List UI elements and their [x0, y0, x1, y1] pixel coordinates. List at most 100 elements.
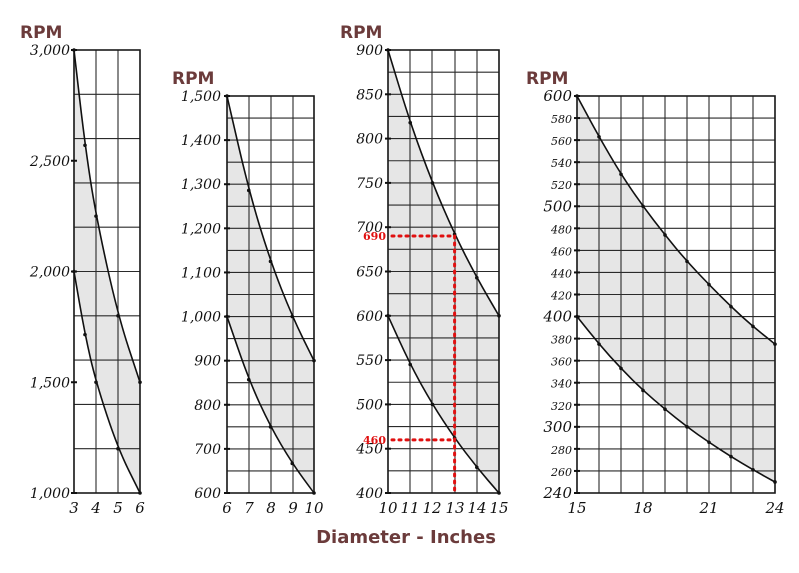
data-point [707, 440, 711, 445]
y-tick-label: 2,000 [29, 265, 70, 281]
x-tick-label: 6 [135, 499, 145, 517]
data-point [408, 120, 413, 125]
x-tick-label: 11 [400, 499, 419, 517]
x-tick-label: 3 [69, 499, 79, 517]
y-tick-label: 280 [550, 444, 572, 457]
y-axis-title: RPM [172, 69, 214, 89]
data-point [497, 314, 501, 318]
data-point [751, 324, 755, 329]
x-tick-label: 10 [304, 499, 324, 517]
data-point [773, 342, 777, 346]
x-tick-label: 24 [764, 499, 784, 517]
x-tick-label: 14 [467, 499, 486, 517]
data-point [430, 181, 435, 185]
x-tick-label: 15 [489, 499, 508, 517]
y-tick-label: 1,100 [181, 265, 221, 281]
y-tick-label: 800 [356, 132, 383, 148]
data-point [94, 380, 98, 385]
y-tick-label: 900 [356, 43, 383, 59]
x-tick-label: 18 [633, 499, 652, 517]
data-point [707, 282, 711, 287]
rpm-annotation-label: 460 [363, 434, 386, 447]
x-tick-label: 9 [288, 499, 298, 517]
data-point [685, 425, 689, 429]
max-rpm-curve [576, 95, 776, 345]
y-tick-label: 560 [551, 135, 572, 148]
y-tick-label: 800 [194, 398, 221, 414]
max-rpm-curve [226, 95, 315, 362]
data-point [729, 454, 733, 459]
y-tick-label: 2,500 [29, 154, 70, 170]
y-tick-label: 700 [194, 442, 221, 458]
data-point [597, 135, 601, 139]
x-tick-label: 8 [266, 499, 276, 517]
y-tick-label: 480 [550, 223, 572, 236]
y-tick-label: 340 [551, 378, 572, 391]
data-point [290, 314, 295, 319]
y-tick-label: 240 [542, 484, 572, 502]
max-rpm-curve [387, 49, 500, 317]
y-tick-label: 1,300 [181, 177, 221, 193]
x-axis-title: Diameter - Inches [316, 527, 496, 548]
x-tick-label: 12 [422, 499, 441, 517]
y-tick-label: 400 [542, 308, 572, 326]
data-point [94, 214, 98, 218]
x-tick-label: 21 [698, 499, 718, 517]
data-point [116, 446, 120, 451]
data-point [268, 259, 273, 264]
y-tick-label: 1,200 [181, 221, 221, 237]
min-rpm-curve [73, 271, 141, 494]
x-tick-label: 6 [222, 499, 232, 517]
y-tick-label: 520 [551, 179, 572, 192]
min-rpm-curve [576, 316, 776, 483]
x-tick-label: 10 [378, 499, 398, 517]
data-point [619, 366, 623, 371]
y-tick-label: 600 [356, 309, 383, 325]
y-axis-title: RPM [526, 69, 568, 89]
data-point [751, 468, 755, 472]
y-tick-label: 450 [355, 442, 383, 458]
y-tick-label: 1,000 [181, 310, 221, 326]
data-point [641, 204, 645, 209]
data-point [475, 465, 479, 470]
y-axis-title: RPM [340, 23, 382, 43]
y-tick-label: 500 [356, 397, 383, 413]
data-point [312, 358, 316, 363]
data-point [497, 491, 501, 495]
y-tick-label: 440 [550, 267, 572, 280]
data-point [729, 304, 733, 309]
y-tick-label: 850 [356, 87, 383, 103]
y-tick-label: 600 [543, 87, 572, 105]
y-tick-label: 320 [551, 400, 572, 413]
data-point [663, 233, 667, 237]
data-point [83, 332, 87, 337]
y-tick-label: 380 [551, 334, 572, 347]
data-point [641, 388, 645, 393]
data-point [83, 143, 87, 148]
x-tick-label: 5 [113, 499, 123, 517]
data-point [597, 342, 601, 346]
plot-frame [226, 95, 315, 494]
y-tick-label: 500 [543, 197, 572, 215]
data-point [138, 491, 142, 495]
rpm-range-band [577, 96, 775, 482]
y-tick-label: 700 [356, 220, 383, 236]
data-point [312, 491, 316, 495]
y-tick-label: 400 [355, 486, 383, 502]
y-tick-label: 300 [543, 418, 572, 436]
y-tick-label: 900 [194, 354, 221, 370]
y-tick-label: 1,400 [181, 133, 221, 149]
chart-panel-4: 600 580 560 540 520 500 480 460 440 420 400 380 360 3… [526, 69, 785, 517]
y-tick-label: 580 [551, 113, 572, 126]
chart-panel-2: 1,500 1,400 1,300 1,200 1,100 1,000 900 800 700 6… [172, 69, 324, 517]
data-point [663, 407, 667, 411]
data-point [773, 480, 777, 484]
y-tick-label: 650 [356, 265, 383, 281]
y-tick-label: 1,500 [181, 89, 221, 105]
y-tick-label: 360 [551, 356, 572, 369]
data-point [475, 275, 479, 280]
data-point [246, 377, 251, 382]
data-point [268, 425, 273, 429]
